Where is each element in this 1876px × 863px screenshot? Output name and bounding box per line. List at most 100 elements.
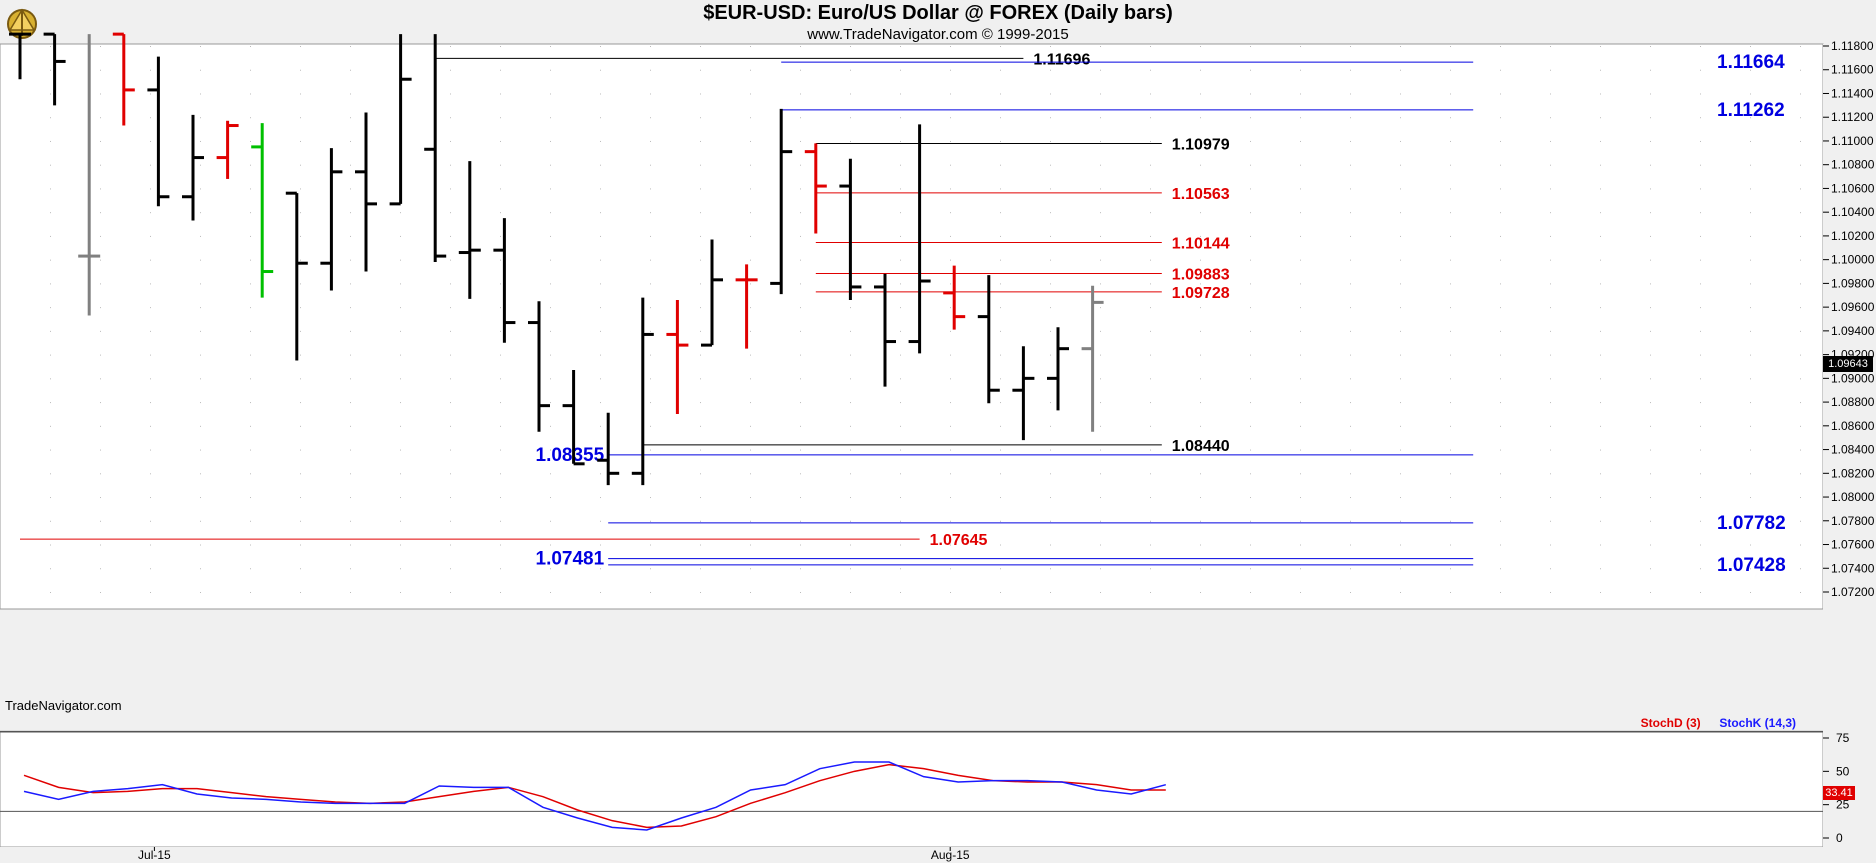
grid-dot [900, 283, 901, 285]
grid-dot [350, 140, 351, 142]
price-tick-label: 1.08400 [1831, 443, 1875, 457]
grid-dot [800, 520, 801, 522]
grid-dot [1200, 140, 1201, 142]
grid-dot [1200, 473, 1201, 475]
level-label: 1.07645 [930, 532, 988, 549]
stoch-k-line [23, 761, 1166, 831]
grid-dot [1150, 259, 1151, 261]
grid-dot [100, 473, 101, 475]
grid-dot [900, 330, 901, 332]
grid-dot [1200, 402, 1201, 404]
grid-dot [600, 402, 601, 404]
grid-dot [50, 307, 51, 309]
grid-dot [650, 330, 651, 332]
grid-dot [1700, 164, 1701, 166]
grid-dot [1500, 497, 1501, 499]
grid-dot [900, 425, 901, 427]
grid-dot [400, 235, 401, 237]
grid-dot [450, 307, 451, 309]
grid-dot [400, 402, 401, 404]
grid-dot [1800, 69, 1801, 71]
grid-dot [1150, 188, 1151, 190]
grid-dot [150, 497, 151, 499]
ohlc-bar [908, 124, 931, 354]
grid-dot [1800, 307, 1801, 309]
grid-dot [350, 283, 351, 285]
grid-dot [750, 330, 751, 332]
grid-dot [1450, 164, 1451, 166]
grid-dot [650, 188, 651, 190]
grid-dot [900, 473, 901, 475]
grid-dot [450, 354, 451, 356]
grid-dot [900, 497, 901, 499]
grid-dot [450, 164, 451, 166]
grid-dot [1750, 568, 1751, 570]
grid-dot [1450, 93, 1451, 95]
grid-dot [650, 164, 651, 166]
grid-dot [700, 473, 701, 475]
grid-dot [950, 235, 951, 237]
grid-dot [750, 69, 751, 71]
grid-dot [100, 164, 101, 166]
grid-dot [200, 473, 201, 475]
grid-dot [600, 307, 601, 309]
grid-dot [1400, 520, 1401, 522]
grid-dot [1800, 425, 1801, 427]
grid-dot [1150, 568, 1151, 570]
grid-dot [800, 188, 801, 190]
grid-dot [700, 93, 701, 95]
grid-dot [1300, 283, 1301, 285]
grid-dot [1750, 283, 1751, 285]
grid-dot [600, 425, 601, 427]
grid-dot [100, 330, 101, 332]
grid-dot [1500, 592, 1501, 593]
level-label: 1.11664 [1717, 52, 1785, 73]
grid-dot [600, 46, 601, 47]
grid-dot [1400, 212, 1401, 214]
grid-dot [450, 283, 451, 285]
grid-dot [350, 46, 351, 47]
grid-dot [250, 93, 251, 95]
grid-dot [1800, 497, 1801, 499]
grid-dot [450, 259, 451, 261]
grid-dot [600, 592, 601, 593]
ohlc-bar [355, 112, 377, 272]
grid-dot [200, 164, 201, 166]
grid-dot [1800, 592, 1801, 593]
grid-dot [850, 520, 851, 522]
grid-dot [50, 354, 51, 356]
grid-dot [1600, 283, 1601, 285]
grid-dot [700, 164, 701, 166]
grid-dot [200, 259, 201, 261]
grid-dot [50, 164, 51, 166]
grid-dot [1650, 330, 1651, 332]
grid-dot [1200, 497, 1201, 499]
grid-dot [1250, 592, 1251, 593]
grid-dot [1000, 46, 1001, 47]
grid-dot [1500, 568, 1501, 570]
grid-dot [1350, 402, 1351, 404]
grid-dot [150, 259, 151, 261]
grid-dot [200, 425, 201, 427]
grid-dot [1500, 520, 1501, 522]
ohlc-bar [770, 108, 793, 295]
grid-dot [1400, 46, 1401, 47]
grid-dot [100, 402, 101, 404]
grid-dot [1350, 378, 1351, 380]
grid-dot [600, 568, 601, 570]
ohlc-bar [458, 161, 481, 299]
grid-dot [1000, 212, 1001, 214]
grid-dot [1150, 544, 1151, 546]
grid-dot [1350, 46, 1351, 47]
grid-dot [400, 497, 401, 499]
grid-dot [1750, 402, 1751, 404]
grid-dot [1600, 402, 1601, 404]
grid-dot [700, 497, 701, 499]
grid-dot [1050, 497, 1051, 499]
grid-dot [100, 117, 101, 119]
ohlc-bar [251, 123, 274, 298]
grid-dot [900, 544, 901, 546]
grid-dot [150, 544, 151, 546]
stoch-legend: StochD (3) StochK (14,3) [1641, 716, 1796, 730]
